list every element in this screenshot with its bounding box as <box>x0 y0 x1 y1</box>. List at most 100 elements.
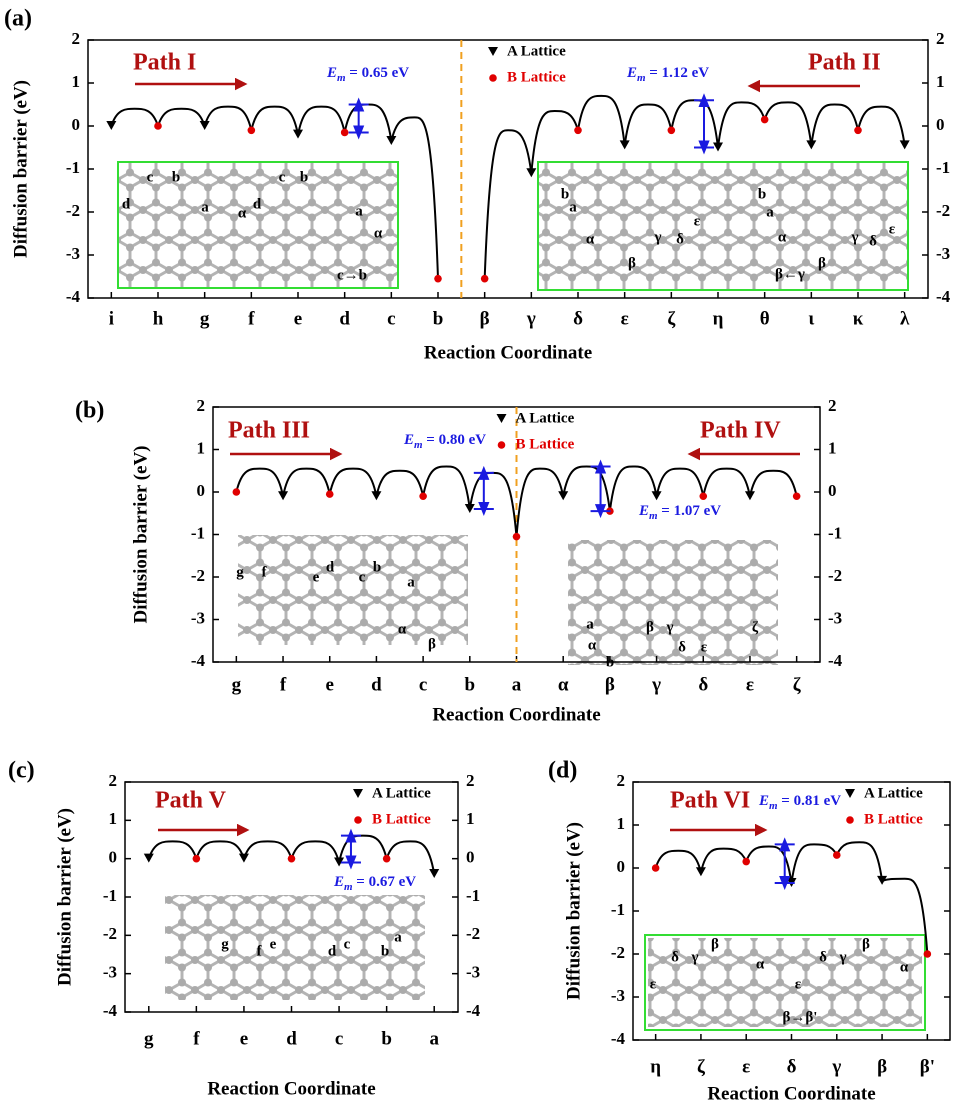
em-label: Em = 1.07 eV <box>638 503 721 521</box>
a-lattice-point <box>558 491 568 500</box>
legend-marker <box>488 47 498 56</box>
inset-label: c <box>147 169 154 185</box>
x-tick-label: ζ <box>793 674 802 695</box>
y-tick-label: -3 <box>66 244 80 263</box>
x-tick-label: β <box>605 674 615 695</box>
a-lattice-point <box>239 854 249 863</box>
legend-marker <box>497 414 507 423</box>
energy-curve <box>330 469 377 497</box>
y-tick-label: 1 <box>617 814 626 833</box>
x-tick-label: δ <box>698 674 708 695</box>
inset-label: a <box>586 616 594 632</box>
energy-curve <box>485 130 532 278</box>
a-lattice-point <box>278 491 288 500</box>
y-tick-label: -3 <box>191 608 205 627</box>
inset-structure <box>568 540 778 665</box>
inset-label: e <box>270 936 277 952</box>
inset-label: δ <box>676 231 684 247</box>
energy-curve <box>244 841 292 858</box>
path-label: Path III <box>228 418 310 444</box>
x-tick-label: i <box>109 308 114 329</box>
inset-label: d <box>326 559 335 575</box>
energy-curve <box>298 107 345 135</box>
y-tick-label: -4 <box>611 1029 626 1048</box>
b-lattice-point <box>233 488 241 496</box>
energy-curve <box>470 473 517 537</box>
inset-label: δ <box>678 639 686 655</box>
b-lattice-point <box>513 533 521 541</box>
b-lattice-point <box>341 129 349 137</box>
x-tick-label: ε <box>746 674 754 695</box>
inset-label: β <box>646 619 654 635</box>
x-tick-label: β' <box>920 1056 935 1077</box>
y-tick-label: 1 <box>72 72 81 91</box>
x-tick-label: a <box>429 1028 439 1049</box>
energy-curve <box>111 109 158 126</box>
y2-tick-label: 0 <box>828 481 837 500</box>
energy-curve <box>376 471 423 497</box>
a-lattice-point <box>745 491 755 500</box>
path-label: Path II <box>808 50 881 76</box>
inset-label: α <box>778 229 787 245</box>
b-lattice-point <box>833 851 841 859</box>
inset-label: δ <box>819 949 827 965</box>
inset-label: c <box>344 936 351 952</box>
energy-curve <box>345 105 392 142</box>
energy-curve <box>251 107 298 135</box>
y-tick-label: -2 <box>103 924 117 943</box>
a-lattice-point <box>900 140 910 149</box>
y-tick-label: 2 <box>72 29 81 48</box>
x-tick-label: ζ <box>697 1056 706 1077</box>
energy-curve <box>292 841 340 862</box>
inset-label: α <box>398 621 407 637</box>
em-symbol: E <box>333 874 344 890</box>
inset-label: β←γ <box>775 266 805 282</box>
em-symbol: E <box>403 432 414 448</box>
b-lattice-point <box>288 855 296 863</box>
inset-label: β <box>711 936 719 952</box>
x-tick-label: η <box>650 1056 661 1077</box>
b-lattice-point <box>742 858 750 866</box>
a-lattice-point <box>696 867 706 876</box>
em-label: Em = 0.80 eV <box>403 432 486 450</box>
a-lattice-point <box>200 121 210 130</box>
x-tick-label: ι <box>808 308 814 329</box>
em-symbol: E <box>326 65 337 81</box>
inset-structure <box>538 162 908 290</box>
inset-label: α <box>238 205 247 221</box>
x-tick-label: β <box>877 1056 887 1077</box>
inset-label: δ <box>869 233 877 249</box>
x-tick-label: d <box>371 674 382 695</box>
energy-curve <box>837 842 882 881</box>
figure: (a)-4-4-3-3-2-2-1-1001122ihgfedcbβγδεζηθ… <box>0 0 957 1108</box>
inset-label: ε <box>889 221 896 237</box>
energy-curve <box>858 107 905 146</box>
y-tick-label: -1 <box>191 523 205 542</box>
y-axis-title: Diffusion barrier (eV) <box>130 445 151 623</box>
y-tick-label: 0 <box>197 481 206 500</box>
inset-label: γ <box>665 619 673 635</box>
a-lattice-point <box>106 121 116 130</box>
a-lattice-point <box>371 491 381 500</box>
inset-label: a <box>394 929 402 945</box>
inset-label: a <box>201 199 209 215</box>
inset-label: e <box>313 569 320 585</box>
legend-marker <box>353 789 363 798</box>
inset-label: ε <box>795 976 802 992</box>
panel-label: (c) <box>8 758 35 784</box>
em-symbol: E <box>626 65 637 81</box>
b-lattice-point <box>248 127 256 135</box>
inset-label: a <box>569 199 577 215</box>
a-lattice-point <box>652 491 662 500</box>
energy-curve <box>578 96 625 145</box>
inset-label: d <box>328 943 337 959</box>
x-tick-label: δ <box>787 1056 797 1077</box>
legend-marker <box>354 816 362 824</box>
y2-tick-label: 1 <box>466 809 475 828</box>
x-tick-label: ε <box>621 308 629 329</box>
y-tick-label: 2 <box>197 396 206 415</box>
a-lattice-point <box>806 140 816 149</box>
y2-tick-label: 2 <box>936 29 945 48</box>
y2-tick-label: -3 <box>936 244 950 263</box>
inset-label: c <box>279 169 286 185</box>
